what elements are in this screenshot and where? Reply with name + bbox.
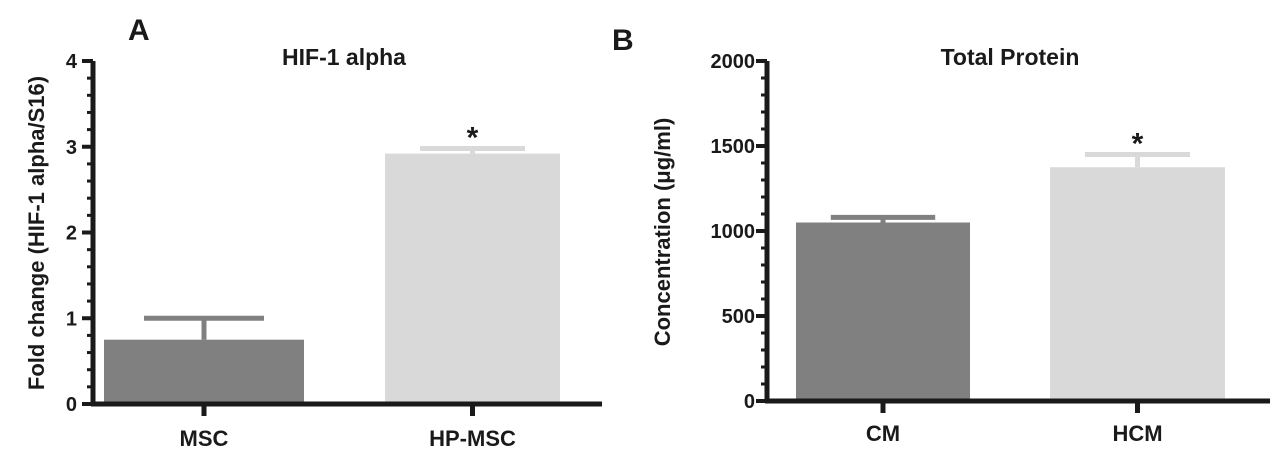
panel-b-y-tick-label-1: 500 bbox=[722, 306, 755, 328]
panel-b-y-tick-label-2: 1000 bbox=[711, 221, 756, 243]
panel-b-y-axis-label: Concentration (μg/ml) bbox=[650, 118, 675, 347]
panel-a-x-tick-label-msc: MSC bbox=[180, 426, 229, 451]
panel-a-y-tick-label-3: 3 bbox=[66, 137, 77, 159]
panel-a-bar-hp-msc bbox=[385, 153, 560, 404]
panel-b-marks: * bbox=[796, 128, 1225, 401]
panel-a-x-tick-label-hp-msc: HP-MSC bbox=[429, 426, 516, 451]
panel-a-hif-chart: A HIF-1 alpha Fold change (HIF-1 alpha/S… bbox=[24, 14, 602, 451]
panel-b-bar-hcm bbox=[1050, 167, 1225, 401]
panel-a-y-ticks: 0 1 2 3 4 bbox=[66, 51, 93, 416]
panel-a-y-tick-label-0: 0 bbox=[66, 394, 77, 416]
panel-a-y-axis-label: Fold change (HIF-1 alpha/S16) bbox=[24, 76, 49, 390]
panel-b-y-tick-label-3: 1500 bbox=[711, 136, 756, 158]
panel-a-bar-msc bbox=[104, 339, 304, 404]
panel-a-label: A bbox=[128, 14, 150, 47]
panel-a-y-tick-label-2: 2 bbox=[66, 223, 77, 245]
panel-b-title: Total Protein bbox=[941, 44, 1080, 70]
panel-a-y-tick-label-4: 4 bbox=[66, 51, 78, 73]
panel-b-x-ticks: CM HCM bbox=[866, 401, 1163, 446]
panel-b-x-tick-label-hcm: HCM bbox=[1112, 421, 1162, 446]
panel-b-y-tick-label-0: 0 bbox=[744, 391, 755, 413]
panel-a-y-tick-label-1: 1 bbox=[66, 308, 77, 330]
panel-b-y-ticks: 0 500 1000 1500 2000 bbox=[711, 51, 767, 413]
panel-a-x-ticks: MSC HP-MSC bbox=[180, 404, 516, 451]
panel-b-protein-chart: B Total Protein Concentration (μg/ml) * … bbox=[612, 24, 1270, 446]
panel-b-x-tick-label-cm: CM bbox=[866, 421, 900, 446]
panel-a-significance-hp-msc: * bbox=[467, 121, 479, 154]
panel-a-title: HIF-1 alpha bbox=[282, 44, 406, 70]
panel-a-marks: * bbox=[104, 121, 560, 404]
panel-b-label: B bbox=[612, 24, 634, 57]
panel-b-y-tick-label-4: 2000 bbox=[711, 51, 756, 73]
panel-b-significance-hcm: * bbox=[1132, 128, 1144, 161]
panel-b-bar-cm bbox=[796, 222, 970, 401]
